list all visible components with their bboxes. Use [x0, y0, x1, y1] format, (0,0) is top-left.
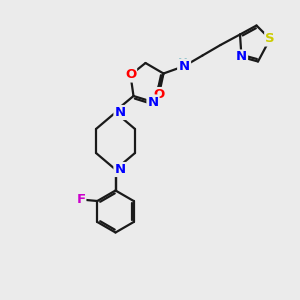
Text: N: N — [179, 59, 190, 73]
Text: N: N — [236, 50, 247, 64]
Text: O: O — [153, 88, 165, 101]
Text: S: S — [265, 32, 275, 46]
Text: N: N — [114, 106, 126, 119]
Text: O: O — [125, 68, 136, 82]
Text: N: N — [147, 95, 159, 109]
Text: N: N — [114, 163, 126, 176]
Text: H: H — [178, 56, 188, 70]
Text: F: F — [76, 193, 86, 206]
